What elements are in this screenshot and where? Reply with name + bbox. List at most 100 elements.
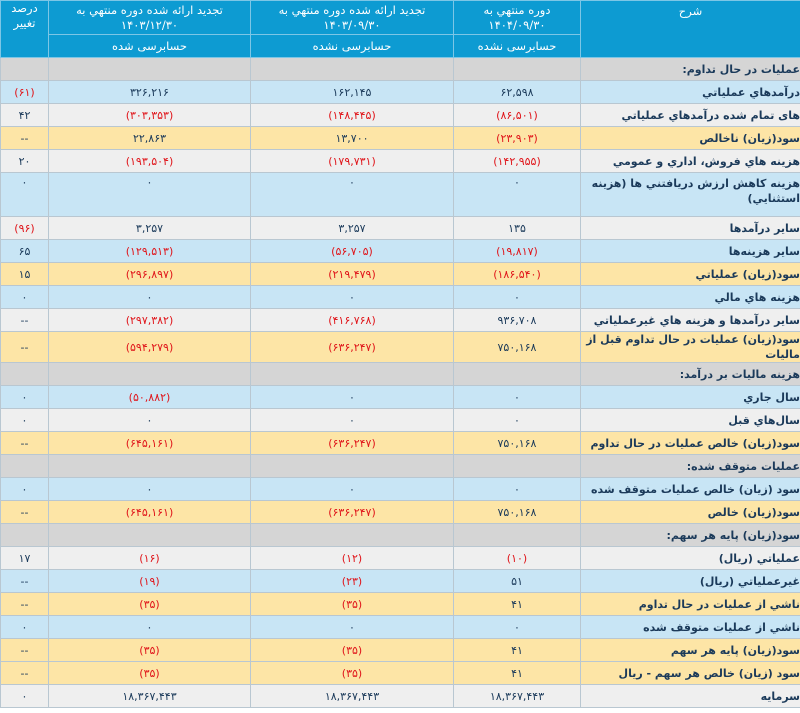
cell-change-percent <box>0 523 49 547</box>
row-description: عمليات در حال تداوم: <box>580 57 800 81</box>
cell-1403-09-30: (۱۲) <box>250 546 454 570</box>
table-row: سود (زيان) خالص عمليات متوقف شده ۰ ۰ ۰ ۰ <box>0 477 800 501</box>
cell-1403-09-30: (۲۱۹,۴۷۹) <box>250 262 454 286</box>
cell-1403-09-30: (۴۱۶,۷۶۸) <box>250 308 454 332</box>
row-description: سود(زيان) خالص عمليات در حال تداوم <box>580 431 800 455</box>
cell-change-percent: -- <box>0 638 49 662</box>
cell-1404-09-30: (۱۴۲,۹۵۵) <box>453 149 581 173</box>
cell-1403-12-30: ۲۲,۸۶۳ <box>48 126 251 150</box>
cell-change-percent <box>0 362 49 386</box>
cell-1404-09-30: ۹۳۶,۷۰۸ <box>453 308 581 332</box>
header-col1: دوره منتهي به ۱۴۰۴/۰۹/۳۰ <box>453 0 581 35</box>
cell-1403-09-30: ۰ <box>250 385 454 409</box>
table-row: درآمدهاي عملياتي ۶۲,۵۹۸ ۱۶۲,۱۴۵ ۳۲۶,۲۱۶ (۶۱) <box>0 80 800 104</box>
cell-change-percent: -- <box>0 661 49 685</box>
cell-1403-09-30: (۶۳۶,۲۴۷) <box>250 331 454 363</box>
cell-change-percent: ۰ <box>0 477 49 501</box>
table-row: سود(زيان) عمليات در حال تداوم قبل از مال… <box>0 331 800 363</box>
cell-change-percent: -- <box>0 308 49 332</box>
cell-1403-09-30: (۶۳۶,۲۴۷) <box>250 431 454 455</box>
section-row: عمليات متوقف شده: <box>0 454 800 478</box>
cell-change-percent: -- <box>0 126 49 150</box>
table-row: هزينه هاي فروش، اداري و عمومي (۱۴۲,۹۵۵) (۱… <box>0 149 800 173</box>
row-description: هزينه هاي مالي <box>580 285 800 309</box>
cell-1403-12-30: ۳۲۶,۲۱۶ <box>48 80 251 104</box>
cell-1403-09-30: ۱۸,۳۶۷,۴۴۳ <box>250 684 454 708</box>
section-row: هزينه ماليات بر درآمد: <box>0 362 800 386</box>
table-row: ساير هزينه‌ها (۱۹,۸۱۷) (۵۶,۷۰۵) (۱۲۹,۵۱۳) ۶۵ <box>0 239 800 263</box>
table-row: سود(زيان) پايه هر سهم ۴۱ (۳۵) (۳۵) -- <box>0 638 800 662</box>
cell-1403-12-30: ۳,۲۵۷ <box>48 216 251 240</box>
cell-1403-09-30: ۰ <box>250 285 454 309</box>
cell-change-percent: ۰ <box>0 615 49 639</box>
cell-change-percent: ۰ <box>0 172 49 217</box>
table-row: هزينه هاي مالي ۰ ۰ ۰ ۰ <box>0 285 800 309</box>
cell-1404-09-30: ۷۵۰,۱۶۸ <box>453 331 581 363</box>
cell-1404-09-30: ۶۲,۵۹۸ <box>453 80 581 104</box>
cell-1404-09-30: (۱۰) <box>453 546 581 570</box>
row-description: عمليات متوقف شده: <box>580 454 800 478</box>
cell-1403-09-30: (۲۳) <box>250 569 454 593</box>
cell-1404-09-30 <box>453 362 581 386</box>
row-description: غيرعملياتي (ريال) <box>580 569 800 593</box>
header-pct: درصد تغيير <box>0 0 49 58</box>
row-description: ناشي از عمليات در حال تداوم <box>580 592 800 616</box>
row-description: سود (زيان) خالص عمليات متوقف شده <box>580 477 800 501</box>
cell-1403-12-30: (۲۹۶,۸۹۷) <box>48 262 251 286</box>
cell-change-percent: ۰ <box>0 408 49 432</box>
header-col2-status: حسابرسی نشده <box>250 34 454 58</box>
cell-1404-09-30: ۷۵۰,۱۶۸ <box>453 500 581 524</box>
cell-change-percent: ۱۵ <box>0 262 49 286</box>
cell-1403-09-30: (۱۷۹,۷۳۱) <box>250 149 454 173</box>
table-row: سود(زيان) عملياتي (۱۸۶,۵۴۰) (۲۱۹,۴۷۹) (۲۹۶,… <box>0 262 800 286</box>
table-row: سود(زيان) خالص عمليات در حال تداوم ۷۵۰,۱۶… <box>0 431 800 455</box>
cell-1404-09-30: (۱۹,۸۱۷) <box>453 239 581 263</box>
cell-1403-12-30: (۳۵) <box>48 592 251 616</box>
cell-1403-09-30: (۳۵) <box>250 661 454 685</box>
cell-1403-12-30: (۵۰,۸۸۲) <box>48 385 251 409</box>
header-col3: تجديد ارائه شده دوره منتهي به ۱۴۰۳/۱۲/۳۰ <box>48 0 251 35</box>
cell-1404-09-30: ۷۵۰,۱۶۸ <box>453 431 581 455</box>
cell-1403-12-30 <box>48 362 251 386</box>
cell-change-percent: -- <box>0 569 49 593</box>
cell-1403-09-30: (۳۵) <box>250 638 454 662</box>
cell-1404-09-30: ۰ <box>453 285 581 309</box>
table-row: ساير درآمدها ۱۳۵ ۳,۲۵۷ ۳,۲۵۷ (۹۶) <box>0 216 800 240</box>
section-row: عمليات در حال تداوم: <box>0 57 800 81</box>
row-description: ساير هزينه‌ها <box>580 239 800 263</box>
cell-1403-12-30: (۳۵) <box>48 661 251 685</box>
cell-1404-09-30 <box>453 523 581 547</box>
table-row: سال جاري ۰ ۰ (۵۰,۸۸۲) ۰ <box>0 385 800 409</box>
header-col3-status: حسابرسی شده <box>48 34 251 58</box>
table-row: سال‌هاي قبل ۰ ۰ ۰ ۰ <box>0 408 800 432</box>
header-desc: شرح <box>580 0 800 58</box>
row-description: سود(زيان) ناخالص <box>580 126 800 150</box>
cell-1404-09-30: ۰ <box>453 172 581 217</box>
cell-change-percent: ۰ <box>0 385 49 409</box>
cell-1404-09-30: ۰ <box>453 615 581 639</box>
cell-1403-12-30: (۱۹۳,۵۰۴) <box>48 149 251 173</box>
cell-1403-09-30: ۳,۲۵۷ <box>250 216 454 240</box>
cell-1403-09-30: ۱۶۲,۱۴۵ <box>250 80 454 104</box>
table-row: غيرعملياتي (ريال) ۵۱ (۲۳) (۱۹) -- <box>0 569 800 593</box>
cell-1404-09-30: ۱۸,۳۶۷,۴۴۳ <box>453 684 581 708</box>
row-description: عملياتي (ريال) <box>580 546 800 570</box>
cell-1403-12-30: (۲۹۷,۳۸۲) <box>48 308 251 332</box>
row-description: درآمدهاي عملياتي <box>580 80 800 104</box>
cell-1403-12-30: ۰ <box>48 477 251 501</box>
table-row: ناشي از عمليات متوقف شده ۰ ۰ ۰ ۰ <box>0 615 800 639</box>
cell-1404-09-30: ۴۱ <box>453 592 581 616</box>
cell-1404-09-30: (۲۳,۹۰۳) <box>453 126 581 150</box>
cell-1404-09-30: (۱۸۶,۵۴۰) <box>453 262 581 286</box>
cell-change-percent: ۰ <box>0 684 49 708</box>
cell-1404-09-30 <box>453 57 581 81</box>
cell-1403-12-30: (۱۶) <box>48 546 251 570</box>
cell-change-percent: ۲۰ <box>0 149 49 173</box>
cell-1404-09-30: ۵۱ <box>453 569 581 593</box>
cell-1403-12-30: (۳۵) <box>48 638 251 662</box>
cell-change-percent: -- <box>0 592 49 616</box>
cell-1403-12-30: (۱۹) <box>48 569 251 593</box>
cell-change-percent: ۴۲ <box>0 103 49 127</box>
row-description: هزينه هاي فروش، اداري و عمومي <box>580 149 800 173</box>
